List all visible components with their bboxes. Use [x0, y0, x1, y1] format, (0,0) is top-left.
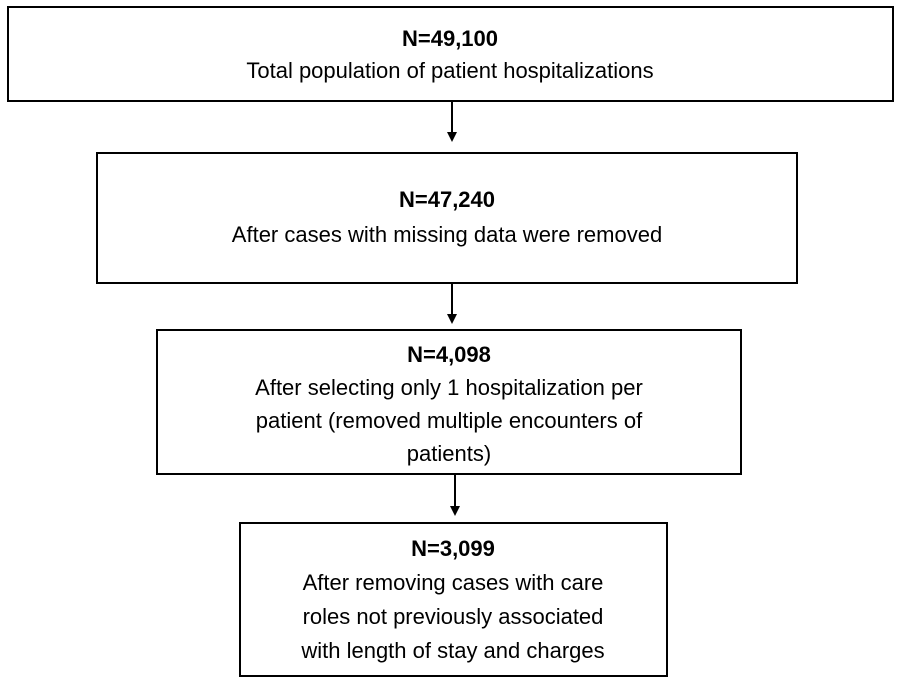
- box: [156, 329, 742, 475]
- box: [96, 152, 798, 284]
- box: [239, 522, 668, 677]
- count: N=3,099: [411, 536, 495, 561]
- count: N=47,240: [399, 187, 495, 212]
- box: [7, 6, 894, 102]
- description: Total population of patient hospitalizat…: [246, 58, 653, 83]
- description: with length of stay and charges: [300, 638, 604, 663]
- description: After cases with missing data were remov…: [232, 222, 662, 247]
- count: N=49,100: [402, 26, 498, 51]
- description: After selecting only 1 hospitalization p…: [255, 375, 643, 400]
- description: After removing cases with care: [303, 570, 604, 595]
- description: roles not previously associated: [303, 604, 604, 629]
- description: patient (removed multiple encounters of: [256, 408, 643, 433]
- description: patients): [407, 441, 491, 466]
- count: N=4,098: [407, 342, 491, 367]
